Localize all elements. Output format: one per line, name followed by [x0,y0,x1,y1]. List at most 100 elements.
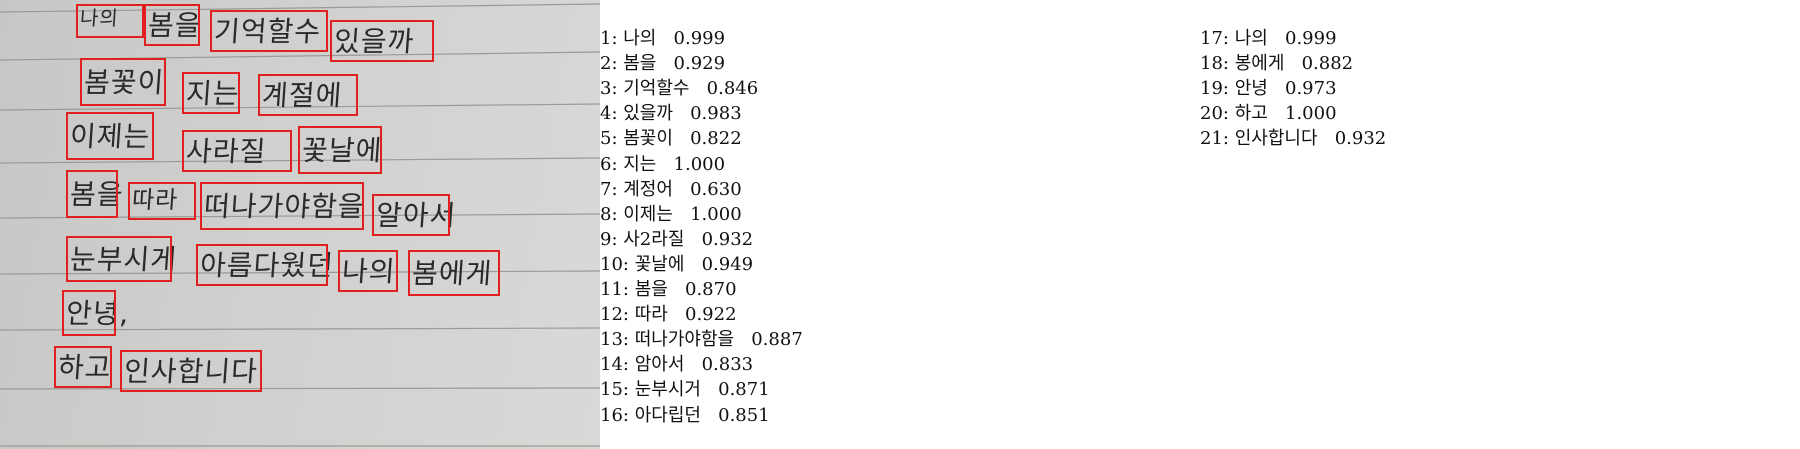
result-confidence: 0.973 [1285,78,1337,100]
result-text: 인사합니다 [1234,128,1318,150]
detection-box [372,194,450,236]
result-index: 13 [600,329,623,351]
result-row: 20: 하고 1.000 [1200,103,1337,125]
result-index: 10 [600,253,623,275]
result-text: 하고 [1234,103,1268,125]
detection-box [298,126,382,174]
result-row: 4: 있을까 0.983 [600,103,742,125]
detection-box [408,250,500,296]
result-text: 눈부시거 [634,379,701,401]
result-text: 봄을 [623,53,657,75]
result-text: 있을까 [623,103,673,125]
detection-box [120,350,262,392]
result-index: 20 [1200,103,1223,125]
result-row: 6: 지는 1.000 [600,153,726,175]
result-text: 떠나가야함을 [634,329,735,351]
result-index: 12 [600,304,623,326]
result-confidence: 0.922 [685,304,737,326]
detection-box [330,20,434,62]
result-index: 15 [600,379,623,401]
result-index: 11 [600,279,623,300]
detection-box [66,236,172,282]
result-confidence: 1.000 [1285,103,1337,125]
result-index: 16 [600,404,623,426]
result-text: 이제는 [623,203,673,225]
detection-box [182,130,292,172]
result-text: 봄을 [634,279,668,300]
result-text: 기억할수 [623,78,690,100]
result-confidence: 0.851 [718,404,770,426]
results-list-column-2: 17: 나의 0.999 18: 봉에게 0.882 19: 안녕 0.973 20:… [1200,0,1800,449]
detection-box [338,250,398,292]
result-text: 사2라질 [623,228,685,250]
result-row: 13: 떠나가야함을 0.887 [600,329,803,351]
result-index: 18 [1200,53,1223,75]
result-confidence: 0.932 [701,228,754,250]
result-index: 14 [600,354,623,376]
result-confidence: 0.871 [718,379,770,401]
detection-box [182,72,240,114]
result-row: 3: 기억할수 0.846 [600,78,759,100]
detection-box [196,244,328,286]
result-confidence: 1.000 [690,203,742,225]
result-index: 7 [600,178,612,200]
result-text: 암아서 [634,354,685,376]
detection-box [62,290,116,336]
result-confidence: 0.882 [1301,53,1354,75]
result-index: 17 [1200,28,1223,49]
detection-box [66,170,118,218]
detection-box [76,4,144,38]
result-row: 10: 꽃날에 0.949 [600,253,754,275]
result-confidence: 1.000 [673,153,726,175]
result-index: 19 [1200,78,1223,100]
result-confidence: 0.630 [690,178,742,200]
result-confidence: 0.983 [690,103,742,125]
result-confidence: 0.822 [690,128,742,150]
detection-box [258,74,358,116]
result-row: 5: 봄꽃이 0.822 [600,128,742,150]
result-text: 따라 [634,304,668,326]
result-row: 12: 따라 0.922 [600,304,737,326]
result-index: 9 [600,228,612,250]
result-confidence: 0.870 [685,279,737,300]
result-index: 8 [600,203,612,225]
result-row: 18: 봉에게 0.882 [1200,53,1354,75]
result-text: 계정어 [623,178,673,200]
result-index: 3 [600,78,612,100]
result-confidence: 0.999 [673,28,726,49]
result-row: 17: 나의 0.999 [1200,28,1337,49]
result-row: 21: 인사합니다 0.932 [1200,128,1387,150]
result-confidence: 0.999 [1285,28,1337,49]
result-index: 21 [1200,128,1223,150]
handwriting-layer: 나의 봄을 기억할수 있을까 봄꽃이 지는 계절에 이제는 사라질 꽃날에 봄을 따라 떠나가야함을 알아… [0,0,600,449]
result-row: 7: 계정어 0.630 [600,178,742,200]
results-list-column-1: 1: 나의 0.999 2: 봄을 0.929 3: 기억할수 0.846 4: 있을… [600,0,1200,449]
detection-box [54,346,112,388]
result-text: 봉에게 [1234,53,1285,75]
result-row: 2: 봄을 0.929 [600,53,726,75]
result-text: 나의 [1234,28,1268,49]
result-text: 봄꽃이 [623,128,673,150]
result-confidence: 0.949 [701,253,754,275]
result-row: 19: 안녕 0.973 [1200,78,1337,100]
detection-box [200,182,364,230]
handwriting-photo: 나의 봄을 기억할수 있을까 봄꽃이 지는 계절에 이제는 사라질 꽃날에 봄을 따라 떠나가야함을 알아… [0,0,600,449]
result-row: 9: 사2라질 0.932 [600,228,754,250]
result-confidence: 0.887 [751,329,803,351]
result-index: 1 [600,28,612,49]
result-row: 1: 나의 0.999 [600,28,726,49]
result-confidence: 0.833 [701,354,754,376]
result-index: 4 [600,103,612,125]
result-text: 꽃날에 [634,253,685,275]
result-confidence: 0.929 [673,53,726,75]
detection-box [144,4,200,46]
result-row: 15: 눈부시거 0.871 [600,379,770,401]
result-row: 14: 암아서 0.833 [600,354,754,376]
result-row: 8: 이제는 1.000 [600,203,742,225]
result-text: 아다립던 [634,404,701,426]
detection-box [80,58,166,106]
result-text: 지는 [623,153,657,175]
result-index: 6 [600,153,612,175]
detection-box [66,112,154,160]
